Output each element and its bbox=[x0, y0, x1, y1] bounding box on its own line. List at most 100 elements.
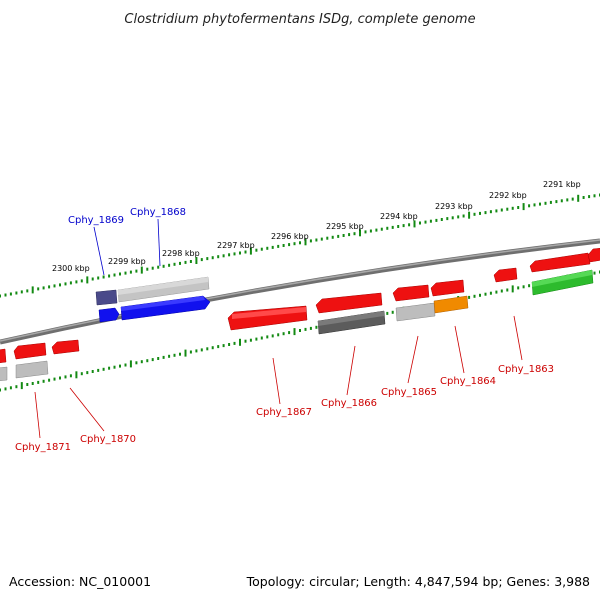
ruler-minor-tick bbox=[113, 365, 116, 369]
ruler-minor-tick bbox=[255, 248, 258, 252]
ruler-minor-tick bbox=[179, 352, 181, 356]
ruler-minor-tick bbox=[451, 216, 454, 220]
ruler-minor-tick bbox=[69, 281, 72, 285]
ruler-minor-tick bbox=[4, 293, 7, 297]
connector-cphy-1863 bbox=[513, 315, 523, 361]
gene-label-cphy-1870[interactable]: Cphy_1870 bbox=[80, 434, 136, 445]
scale-label: 2299 kbp bbox=[108, 257, 146, 266]
ruler-minor-tick bbox=[391, 225, 394, 229]
ruler-minor-tick bbox=[506, 288, 509, 292]
gene-label-cphy-1865[interactable]: Cphy_1865 bbox=[381, 387, 437, 398]
gene-cphy-1868-shade bbox=[118, 277, 208, 295]
gene-red[interactable] bbox=[529, 252, 591, 273]
gene-label-cphy-1867[interactable]: Cphy_1867 bbox=[256, 407, 312, 418]
gene-blue-small[interactable] bbox=[98, 307, 120, 323]
ruler-minor-tick bbox=[255, 337, 258, 341]
ruler-minor-tick bbox=[375, 228, 378, 232]
gene-cphy-1866[interactable] bbox=[315, 292, 383, 314]
gene-label-cphy-1866[interactable]: Cphy_1866 bbox=[321, 398, 377, 409]
gene-grey[interactable] bbox=[0, 366, 8, 382]
gene-cphy-1869[interactable] bbox=[95, 289, 118, 306]
ruler-major-tick bbox=[86, 276, 89, 284]
scale-label: 2292 kbp bbox=[489, 191, 527, 200]
gene-cphy-1867-shade bbox=[232, 307, 306, 319]
gene-features bbox=[0, 247, 600, 382]
ruler-minor-tick bbox=[124, 271, 127, 275]
ruler-minor-tick bbox=[511, 206, 514, 210]
ruler-major-tick bbox=[184, 349, 187, 357]
ruler-minor-tick bbox=[315, 325, 318, 329]
ruler-major-tick bbox=[31, 286, 34, 294]
ruler-minor-tick bbox=[544, 201, 547, 205]
ruler-minor-tick bbox=[337, 234, 340, 238]
gene-labels: Cphy_1869 Cphy_1868 Cphy_1871 Cphy_1870 … bbox=[15, 207, 554, 453]
ruler-minor-tick bbox=[277, 244, 280, 248]
gene-label-cphy-1871[interactable]: Cphy_1871 bbox=[15, 442, 71, 453]
ruler-minor-tick bbox=[179, 261, 181, 265]
ruler-minor-tick bbox=[189, 350, 192, 354]
gene-label-cphy-1869[interactable]: Cphy_1869 bbox=[68, 215, 124, 226]
gene-cphy-1863[interactable] bbox=[493, 267, 518, 283]
gene-label-cphy-1868[interactable]: Cphy_1868 bbox=[130, 207, 186, 218]
ruler-minor-tick bbox=[184, 260, 187, 264]
gene-grey[interactable] bbox=[15, 360, 49, 379]
gene-label-cphy-1863[interactable]: Cphy_1863 bbox=[498, 364, 554, 375]
gene-cphy-1866-dark-shade bbox=[318, 311, 384, 326]
ruler-minor-tick bbox=[588, 195, 591, 199]
ruler-minor-tick bbox=[102, 275, 105, 279]
ruler-minor-tick bbox=[119, 364, 121, 368]
ruler-minor-tick bbox=[222, 254, 225, 258]
gene-label-cphy-1864[interactable]: Cphy_1864 bbox=[440, 376, 496, 387]
ruler-minor-tick bbox=[48, 378, 51, 382]
ruler-major-tick bbox=[468, 211, 471, 219]
ruler-minor-tick bbox=[304, 327, 307, 331]
ruler-minor-tick bbox=[75, 280, 78, 284]
scale-label: 2298 kbp bbox=[162, 249, 200, 258]
ruler-minor-tick bbox=[42, 286, 45, 290]
gene-cphy-1865[interactable] bbox=[392, 284, 430, 302]
ruler-minor-tick bbox=[129, 270, 132, 274]
ruler-minor-tick bbox=[593, 194, 596, 198]
ruler-minor-tick bbox=[479, 293, 481, 297]
gene-blue-large-shade bbox=[121, 296, 205, 311]
ruler-minor-tick bbox=[315, 238, 318, 242]
ruler-minor-tick bbox=[309, 239, 312, 243]
ruler-major-tick bbox=[195, 257, 198, 264]
ruler-minor-tick bbox=[151, 266, 154, 270]
ruler-minor-tick bbox=[522, 285, 525, 289]
gene-red[interactable] bbox=[13, 342, 47, 360]
ruler-minor-tick bbox=[260, 247, 263, 251]
gene-cphy-1865-grey[interactable] bbox=[395, 302, 436, 322]
gene-red[interactable] bbox=[0, 348, 7, 364]
ruler-minor-tick bbox=[549, 200, 552, 204]
ruler-minor-tick bbox=[528, 284, 531, 288]
ruler-major-tick bbox=[75, 371, 78, 379]
gene-cphy-1864-orange[interactable] bbox=[433, 295, 469, 314]
outer-scale-ruler bbox=[0, 193, 600, 298]
ruler-minor-tick bbox=[500, 289, 503, 293]
ruler-minor-tick bbox=[408, 223, 411, 227]
ruler-minor-tick bbox=[31, 382, 34, 385]
gene-red[interactable] bbox=[51, 339, 80, 355]
ruler-minor-tick bbox=[97, 276, 100, 280]
scale-label: 2293 kbp bbox=[435, 202, 473, 211]
ruler-minor-tick bbox=[173, 353, 176, 357]
ruler-minor-tick bbox=[266, 246, 269, 250]
ruler-minor-tick bbox=[124, 363, 127, 367]
ruler-minor-tick bbox=[244, 339, 247, 343]
gene-red[interactable] bbox=[587, 247, 600, 263]
ruler-minor-tick bbox=[233, 252, 236, 256]
ruler-minor-tick bbox=[348, 233, 351, 237]
ruler-minor-tick bbox=[299, 241, 301, 245]
gene-cphy-1864[interactable] bbox=[430, 279, 465, 297]
ruler-minor-tick bbox=[15, 291, 18, 295]
ruler-minor-tick bbox=[173, 262, 176, 266]
ruler-minor-tick bbox=[391, 310, 394, 314]
ruler-major-tick bbox=[577, 194, 580, 202]
ruler-minor-tick bbox=[211, 256, 214, 260]
ruler-minor-tick bbox=[168, 354, 171, 358]
ruler-minor-tick bbox=[37, 380, 40, 384]
topology-text: Topology: circular; Length: 4,847,594 bp… bbox=[246, 574, 590, 589]
ruler-minor-tick bbox=[495, 290, 498, 294]
